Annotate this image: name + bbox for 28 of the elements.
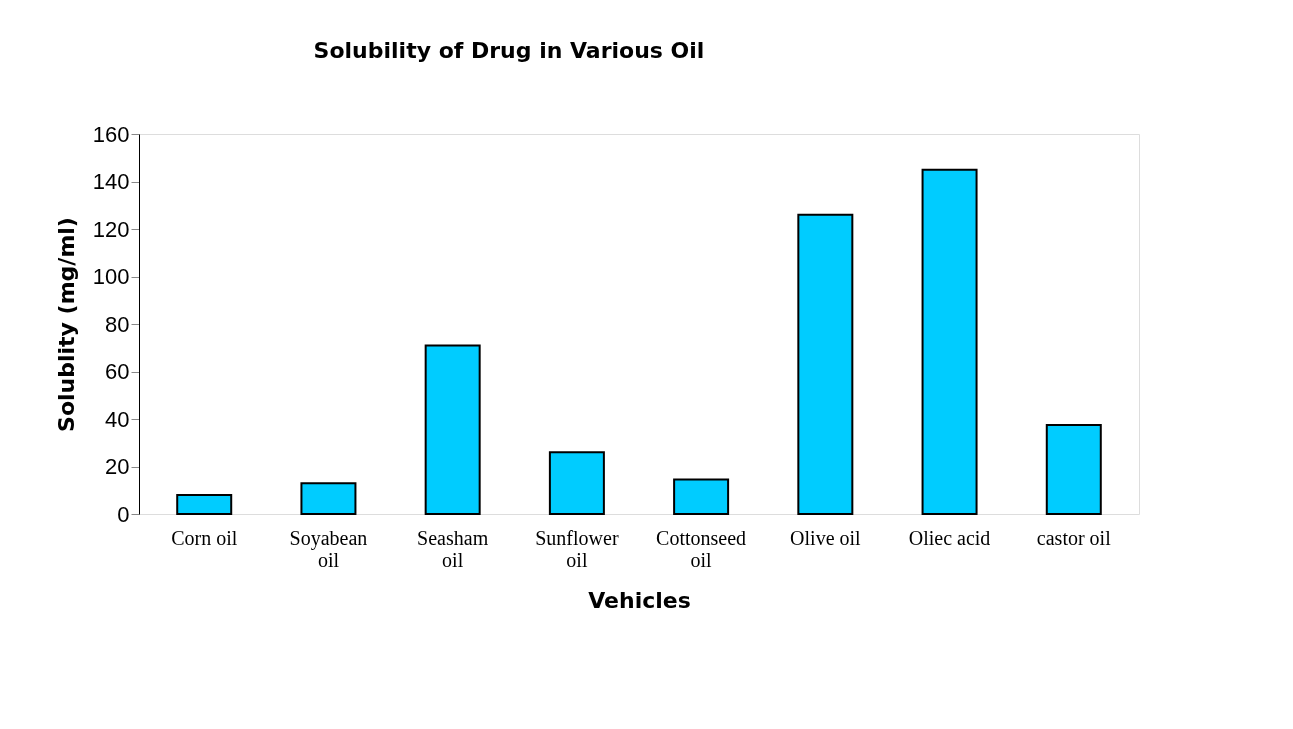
- y-tick-label: 80: [105, 311, 130, 337]
- y-tick-label: 100: [92, 264, 130, 289]
- y-tick-label: 40: [105, 406, 130, 432]
- x-tick-label: Corn oil: [171, 526, 238, 549]
- bar: [176, 494, 233, 515]
- bar: [673, 478, 730, 515]
- y-tick-label: 0: [117, 501, 130, 527]
- y-tick-label: 160: [92, 121, 130, 147]
- x-tick-label: Seasham oil: [417, 526, 489, 571]
- x-tick-label: Sunflower oil: [535, 526, 619, 571]
- bar: [1045, 423, 1102, 515]
- x-tick-label: Oliec acid: [908, 526, 991, 549]
- bar: [424, 344, 481, 515]
- y-axis-title: Solublity (mg/ml): [53, 217, 79, 432]
- x-tick-label: Cottonseed oil: [656, 526, 747, 571]
- y-tick-label: 60: [105, 359, 130, 384]
- y-tick-label: 20: [105, 454, 130, 479]
- bar: [548, 451, 605, 515]
- y-tick-label: 120: [92, 216, 130, 242]
- y-tick-label: 140: [92, 169, 130, 194]
- x-axis-title: Vehicles: [588, 587, 691, 613]
- bar: [921, 168, 978, 515]
- x-tick-label: Soyabean oil: [289, 526, 368, 571]
- x-tick-label: castor oil: [1036, 526, 1112, 549]
- bar: [797, 213, 854, 515]
- x-tick-label: Olive oil: [790, 526, 862, 549]
- chart-title: Solubility of Drug in Various Oil: [313, 38, 705, 63]
- bar: [300, 482, 357, 515]
